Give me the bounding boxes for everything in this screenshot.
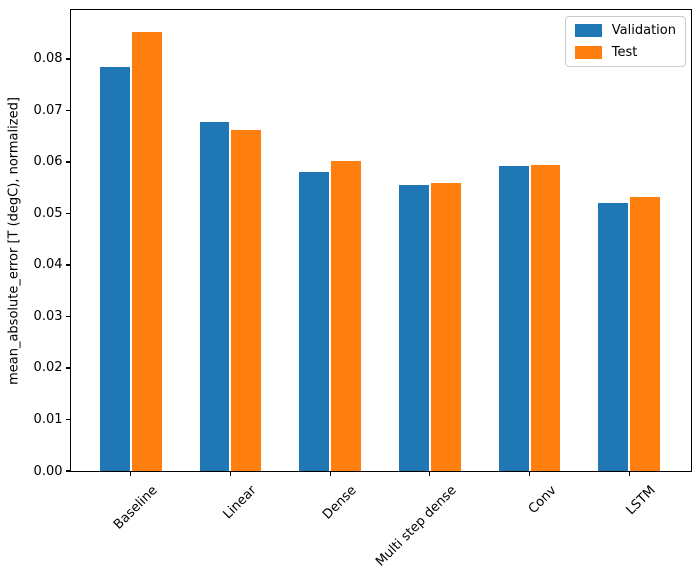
x-tick-label: Dense [320, 483, 360, 523]
bar-test-multi-step-dense [430, 182, 461, 471]
bar-test-linear [231, 129, 262, 471]
y-tick-mark [66, 315, 70, 318]
bar-validation-multi-step-dense [398, 184, 429, 471]
legend-swatch-validation [574, 24, 602, 37]
y-tick-mark [66, 109, 70, 112]
legend-label-validation: Validation [611, 23, 676, 38]
x-tick-label: Conv [525, 483, 560, 517]
x-tick-mark [329, 472, 331, 476]
y-tick-mark [66, 367, 70, 369]
bar-validation-lstm [598, 202, 629, 471]
y-tick-label: 0.02 [33, 360, 63, 376]
y-tick-mark [66, 470, 70, 472]
bar-test-baseline [131, 32, 162, 471]
legend-row-validation: Validation [574, 23, 676, 38]
y-tick-mark [66, 58, 70, 60]
y-tick-mark [66, 212, 70, 215]
legend: Validation Test [564, 16, 686, 67]
bar-test-dense [331, 161, 362, 471]
legend-label-test: Test [611, 45, 638, 60]
y-tick-mark [66, 161, 70, 163]
y-tick-label: 0.04 [33, 257, 63, 273]
bar-test-conv [530, 165, 561, 471]
x-tick-mark [429, 472, 431, 476]
legend-row-test: Test [574, 45, 676, 60]
x-tick-label: LSTM [623, 483, 659, 519]
y-tick-label: 0.05 [33, 205, 63, 221]
y-tick-label: 0.03 [33, 308, 63, 324]
y-tick-mark [66, 264, 70, 266]
y-tick-label: 0.06 [33, 154, 63, 170]
y-tick-label: 0.01 [33, 411, 63, 427]
x-tick-mark [229, 472, 232, 476]
bar-validation-dense [299, 172, 330, 471]
y-tick-mark [66, 418, 70, 421]
y-tick-label: 0.07 [33, 102, 63, 118]
bar-validation-baseline [99, 66, 130, 471]
x-tick-label: Baseline [110, 483, 161, 533]
x-tick-mark [130, 472, 132, 476]
y-axis-label: mean_absolute_error [T (degC), normalize… [6, 97, 22, 385]
bar-test-lstm [630, 196, 661, 471]
x-tick-mark [528, 472, 531, 476]
x-tick-label: Linear [220, 483, 261, 523]
x-tick-mark [628, 472, 630, 476]
y-tick-label: 0.08 [33, 51, 63, 67]
legend-swatch-test [574, 46, 602, 59]
x-tick-label: Multi step dense [372, 483, 460, 570]
y-tick-label: 0.00 [33, 463, 63, 479]
bar-validation-linear [199, 122, 230, 471]
bar-validation-conv [498, 166, 529, 471]
plot-area: Validation Test [70, 9, 692, 472]
